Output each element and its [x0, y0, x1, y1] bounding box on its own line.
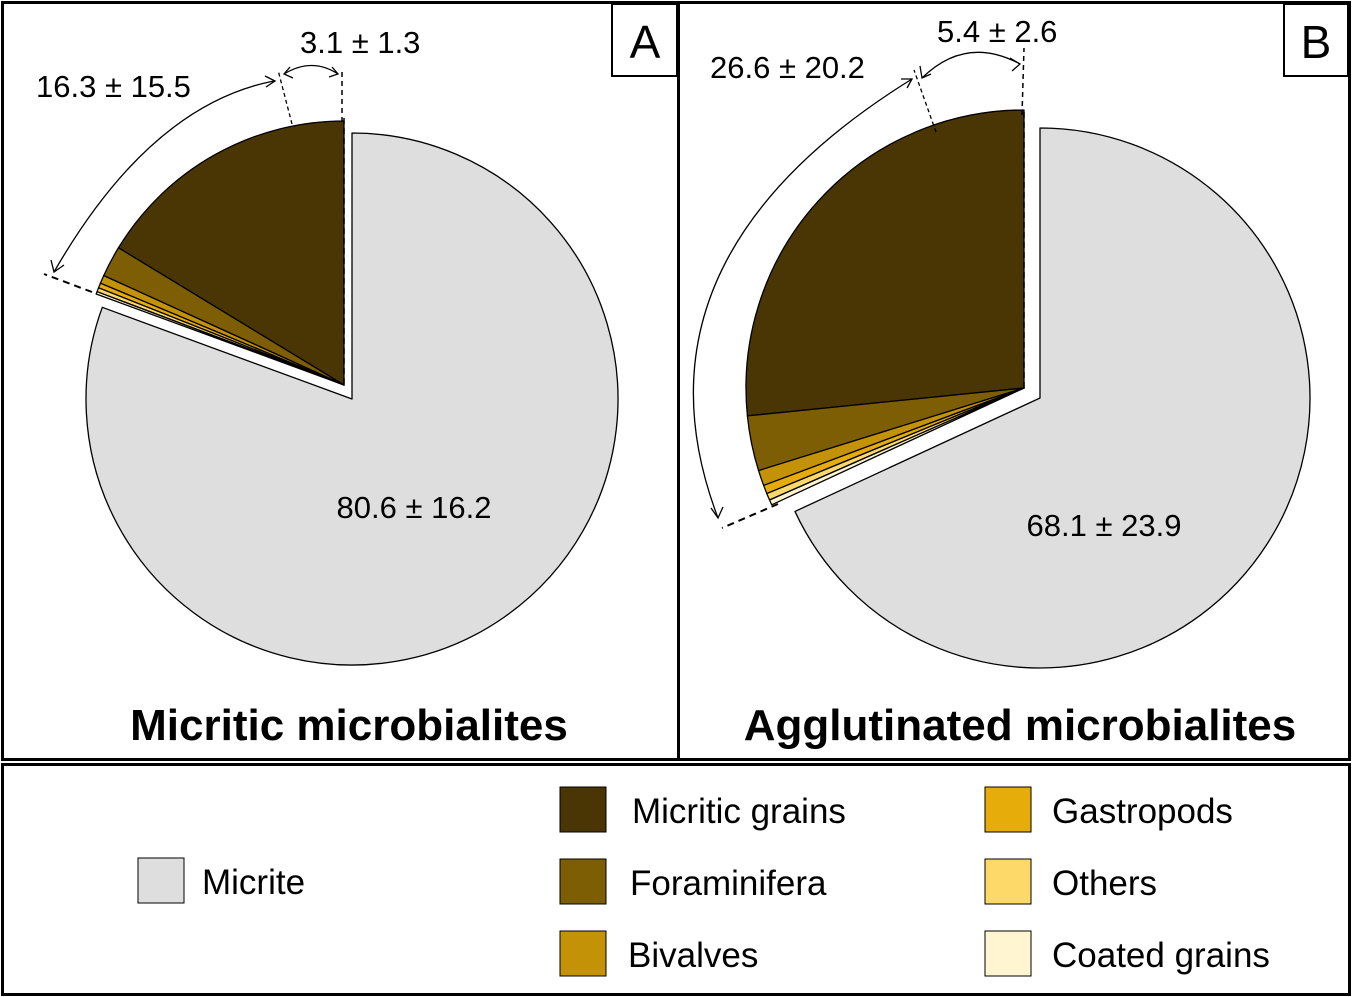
legend-label-micrite: Micrite	[202, 863, 305, 902]
panel-a-main-value: 80.6 ± 16.2	[337, 490, 492, 525]
pie-chart-a	[85, 120, 619, 666]
panel-a-letter-box	[611, 3, 678, 77]
legend-swatch-coated-grains	[984, 930, 1032, 977]
panel-a-skeletal-value: 3.1 ± 1.3	[300, 25, 420, 60]
panel-a-grains-value: 16.3 ± 15.5	[36, 69, 191, 104]
legend-swatch-foraminifera	[559, 858, 607, 905]
panel-b-grains-value: 26.6 ± 20.2	[710, 50, 865, 85]
legend-label-bivalves: Bivalves	[628, 936, 758, 975]
pie-a-slice-coated-grains	[95, 291, 345, 386]
panel-b-title: Agglutinated microbialites	[744, 701, 1297, 750]
legend-swatch-bivalves	[559, 930, 607, 977]
panel-b-skeletal-value: 5.4 ± 2.6	[937, 14, 1057, 49]
panel-a-arrowheads	[50, 66, 340, 274]
panel-a-letter: A	[630, 16, 661, 68]
legend-label-gastropods: Gastropods	[1052, 792, 1233, 831]
legend-swatch-gastropods	[984, 786, 1032, 833]
panel-b-letter-box	[1283, 3, 1349, 77]
panel-b-letter: B	[1301, 16, 1332, 68]
pie-b-slice-coated-grains	[768, 387, 1025, 506]
legend-swatch-micritic-grains	[559, 786, 607, 833]
pie-b-slice-micritic-grains	[745, 109, 1025, 417]
legend-swatch-others	[984, 858, 1032, 905]
legend-frame	[1, 763, 1351, 996]
legend-swatch-micrite	[137, 857, 185, 904]
pie-a-slice-micritic-grains	[117, 120, 345, 386]
panel-b-frame	[677, 1, 1351, 761]
panel-a-title: Micritic microbialites	[130, 701, 568, 750]
panel-b-arrowheads	[710, 57, 1022, 520]
legend: Micrite Micritic grains Foraminifera Bivalv…	[137, 786, 1270, 977]
legend-label-micritic-grains: Micritic grains	[632, 792, 846, 831]
panel-b-main-value: 68.1 ± 23.9	[1027, 508, 1182, 543]
pie-chart-b	[745, 109, 1311, 669]
legend-label-coated-grains: Coated grains	[1052, 936, 1270, 975]
panel-b-annotation-guides	[692, 47, 1025, 529]
legend-label-foraminifera: Foraminifera	[630, 864, 827, 903]
pie-b-slice-micrite	[794, 127, 1311, 669]
panel-a-annotation-guides	[43, 64, 345, 385]
pie-a-slice-micrite	[85, 132, 619, 666]
legend-label-others: Others	[1052, 864, 1157, 903]
